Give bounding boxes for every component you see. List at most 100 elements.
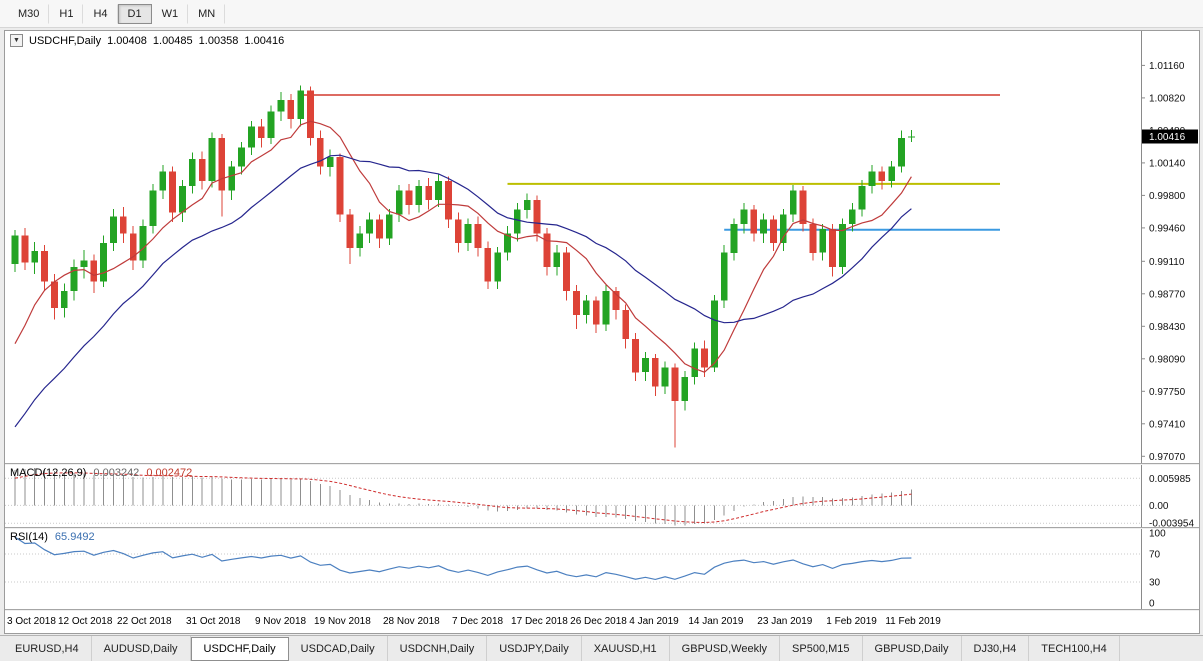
rsi-canvas[interactable]: 100 70 30 0: [5, 529, 1199, 609]
candle-body: [129, 233, 137, 261]
candle-body: [504, 233, 511, 253]
candle-body: [80, 260, 88, 268]
candle-body: [612, 291, 620, 311]
price-axis-label: 1.00820: [1149, 93, 1186, 104]
time-axis-label: 12 Oct 2018: [57, 616, 113, 627]
chart-tab-usdcnh-daily[interactable]: USDCNH,Daily: [388, 636, 488, 661]
price-axis-label: 1.01160: [1149, 61, 1185, 72]
candle-body: [31, 250, 39, 263]
candle-body: [395, 190, 403, 215]
rsi-axis-label: 0: [1149, 599, 1155, 610]
price-axis-label: 0.97070: [1149, 452, 1186, 463]
candle-body: [346, 214, 354, 248]
candle-body: [464, 224, 472, 244]
timeframe-button-m30[interactable]: M30: [8, 3, 50, 24]
candle-body: [188, 159, 196, 186]
chart-tab-gbpusd-daily[interactable]: GBPUSD,Daily: [863, 636, 962, 661]
candle-body: [868, 171, 876, 186]
candle-body: [484, 248, 492, 282]
candle-body: [248, 126, 255, 148]
candle-body: [445, 181, 452, 220]
candle-body: [90, 260, 98, 282]
candle-body: [770, 219, 777, 244]
candle-body: [385, 214, 393, 239]
candle-body: [159, 171, 167, 191]
candle-body: [553, 252, 561, 267]
candle-body: [592, 300, 600, 325]
candle-body: [287, 99, 295, 119]
candle-body: [671, 367, 679, 401]
timeframe-button-h1[interactable]: H1: [49, 3, 84, 24]
chart-tab-usdjpy-daily[interactable]: USDJPY,Daily: [487, 636, 582, 661]
candle-body: [356, 233, 364, 248]
candle-body: [218, 138, 226, 191]
candle-body: [839, 224, 846, 268]
candle-body: [888, 166, 896, 181]
candle-body: [198, 159, 206, 182]
chart-tab-usdcad-daily[interactable]: USDCAD,Daily: [289, 636, 388, 661]
candle-body: [543, 233, 551, 268]
price-axis-label: 0.97410: [1149, 419, 1186, 430]
candle-body: [829, 228, 836, 267]
price-panel: 1.011601.008201.004801.001400.998000.994…: [5, 31, 1199, 463]
panel-divider: [5, 609, 1199, 611]
macd-signal-line: [14, 472, 912, 524]
current-price-text: 1.00416: [1149, 132, 1186, 143]
timeframe-button-h4[interactable]: H4: [83, 3, 118, 24]
candle-body: [139, 226, 147, 261]
timeframe-button-d1[interactable]: D1: [117, 3, 152, 24]
price-axis-label: 0.99110: [1149, 257, 1185, 268]
candle-body: [316, 138, 324, 167]
timeframe-button-mn[interactable]: MN: [188, 3, 226, 24]
time-axis-label: 22 Oct 2018: [117, 616, 172, 627]
candle-body: [582, 300, 590, 315]
macd-axis-label: 0.005985: [1149, 474, 1191, 485]
chart-tab-xauusd-h1[interactable]: XAUUSD,H1: [582, 636, 670, 661]
chart-tab-usdchf-daily[interactable]: USDCHF,Daily: [190, 637, 289, 661]
price-axis-label: 0.99460: [1149, 223, 1186, 234]
main-chart-canvas[interactable]: 1.011601.008201.004801.001400.998000.994…: [5, 31, 1199, 463]
time-axis-label: 11 Feb 2019: [885, 616, 941, 627]
candle-body: [701, 348, 708, 368]
macd-grid: 0.005985 0.00 -0.003954: [5, 474, 1194, 527]
candle-body: [454, 219, 462, 244]
candle-body: [405, 190, 413, 205]
candle-body: [779, 214, 787, 244]
current-price-badge: [1142, 129, 1198, 144]
chart-tab-audusd-daily[interactable]: AUDUSD,Daily: [92, 636, 191, 661]
candle-body: [513, 209, 521, 234]
candle-body: [760, 219, 767, 234]
timeframe-button-w1[interactable]: W1: [152, 3, 189, 24]
candle-body: [908, 136, 915, 138]
panel-divider[interactable]: [5, 463, 1199, 465]
candle-body: [523, 200, 531, 210]
candle-body: [228, 166, 236, 191]
chart-tab-tech100-h4[interactable]: TECH100,H4: [1029, 636, 1120, 661]
macd-canvas[interactable]: 0.005985 0.00 -0.003954: [5, 465, 1199, 527]
candle-body: [179, 185, 186, 213]
macd-histogram: [14, 468, 912, 526]
candle-body: [100, 243, 107, 282]
chart-tab-sp500-m15[interactable]: SP500,M15: [780, 636, 863, 661]
rsi-axis-label: 70: [1149, 550, 1161, 561]
candle-body: [632, 338, 639, 373]
candle-body: [651, 357, 659, 387]
panel-divider[interactable]: [5, 527, 1199, 529]
time-axis-label: 26 Dec 2018: [570, 616, 627, 627]
candle-body: [208, 138, 216, 181]
candle-body: [376, 219, 383, 239]
candle-body: [573, 291, 580, 315]
rsi-panel: 100 70 30 0 RSI(14) 65.9492: [5, 529, 1199, 609]
time-axis[interactable]: 3 Oct 2018 12 Oct 2018 22 Oct 2018 31 Oct 2…: [5, 611, 1199, 633]
candle-body: [661, 367, 669, 387]
chart-tab-eurusd-h4[interactable]: EURUSD,H4: [3, 636, 92, 661]
time-axis-label: 31 Oct 2018: [186, 616, 241, 627]
symbol-dropdown-icon[interactable]: ▼: [10, 34, 23, 47]
chart-tab-dj30-h4[interactable]: DJ30,H4: [962, 636, 1030, 661]
timeframe-toolbar: M30 H1 H4 D1 W1 MN: [0, 0, 1203, 28]
chart-tab-gbpusd-weekly[interactable]: GBPUSD,Weekly: [670, 636, 781, 661]
candle-body: [711, 300, 718, 368]
rsi-axis-label: 100: [1149, 529, 1166, 540]
candle-body: [494, 252, 502, 282]
candle-body: [809, 224, 817, 253]
